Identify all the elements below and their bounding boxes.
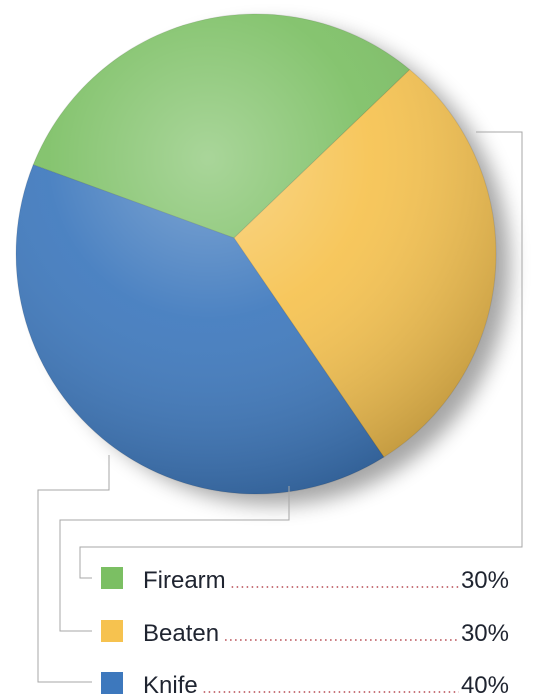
connector-knife	[37, 455, 110, 683]
legend-value: 30%	[461, 567, 509, 594]
pie-gloss	[16, 14, 496, 494]
legend-swatch	[101, 567, 123, 589]
legend-item-beaten: Beaten 30%	[101, 620, 509, 647]
legend-value: 40%	[461, 672, 509, 699]
legend-item-knife: Knife 40%	[101, 672, 509, 699]
legend-value: 30%	[461, 620, 509, 647]
legend-item-firearm: Firearm 30%	[101, 567, 509, 594]
legend: Firearm 30% Beaten 30% Knife 40%	[101, 567, 509, 699]
legend-swatch	[101, 672, 123, 694]
legend-label: Firearm	[143, 567, 226, 594]
connector-beaten	[59, 486, 290, 632]
legend-label: Knife	[143, 672, 198, 699]
legend-label: Beaten	[143, 620, 219, 647]
legend-connectors	[37, 131, 523, 683]
connector-firearm	[79, 131, 523, 579]
legend-swatch	[101, 620, 123, 642]
